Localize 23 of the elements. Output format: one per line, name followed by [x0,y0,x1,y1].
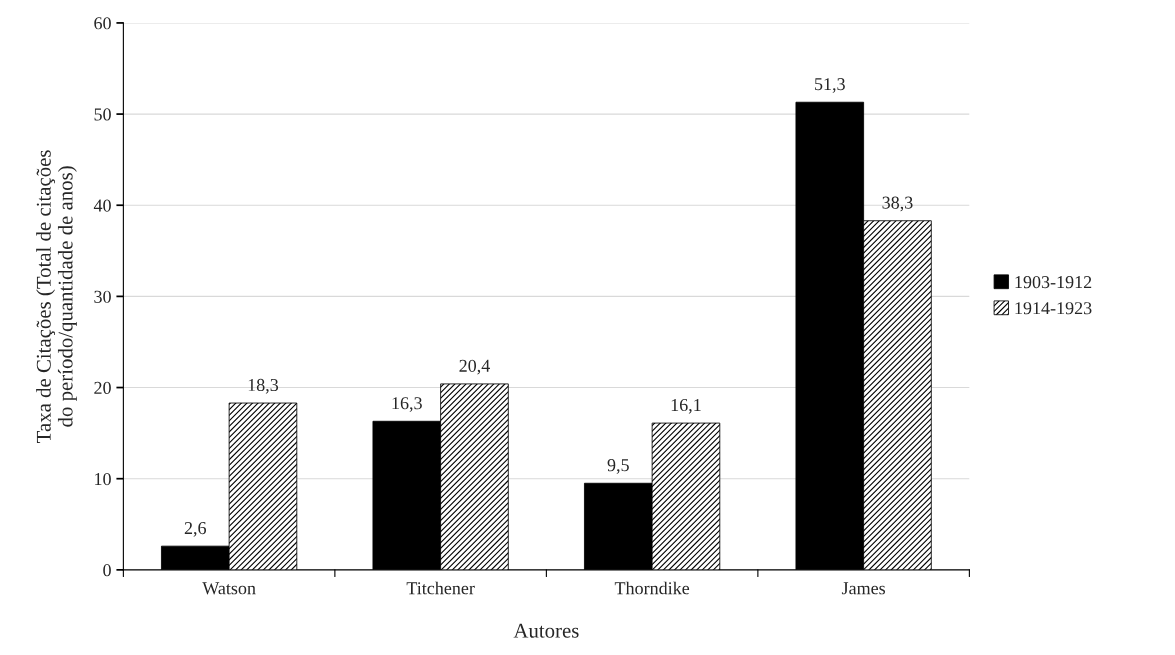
data-label: 38,3 [882,196,913,212]
y-tick-label: 30 [94,290,111,303]
data-label: 20,4 [459,359,490,375]
y-axis-title: Taxa de Citações (Total de citações do período/quantidade de anos) [36,150,77,443]
y-tick-label: 10 [95,472,111,486]
y-tick-label: 60 [94,17,111,30]
data-label: 18,3 [248,378,279,394]
x-axis-title: Autores [513,623,579,638]
legend-label: 1914-1923 [1015,302,1092,315]
data-label: 16,3 [392,397,422,412]
x-tick-label: Titchener [406,581,475,595]
x-tick-label: James [841,582,886,595]
y-tick-label: 40 [93,199,111,212]
x-tick-label: Watson [202,582,256,595]
y-tick-label: 50 [94,108,111,121]
data-label: 2,6 [184,522,207,537]
data-label: 16,1 [671,398,701,414]
data-label: 51,3 [815,78,845,93]
y-tick-label: 20 [94,381,111,394]
y-tick-label: 0 [103,564,111,577]
legend-label: 1903-1912 [1015,276,1092,289]
x-tick-label: Thorndike [614,581,690,595]
data-label: 9,5 [607,459,629,474]
